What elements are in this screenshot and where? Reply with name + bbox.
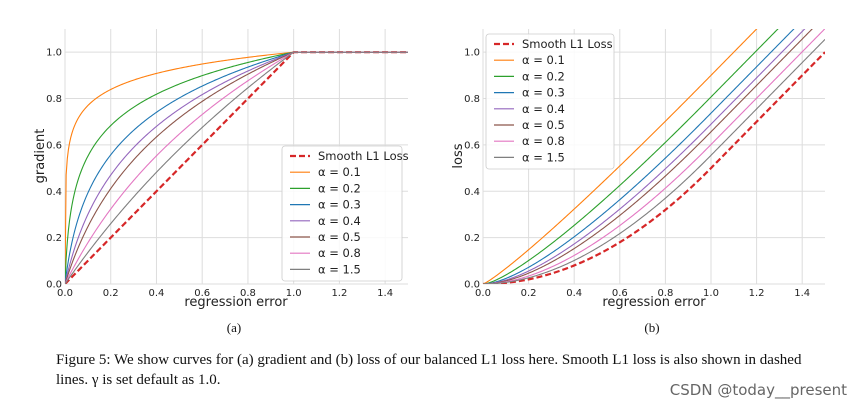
- y-tick-label: 1.0: [46, 48, 62, 59]
- series-line: [483, 39, 825, 284]
- x-tick-label: 1.0: [286, 288, 302, 299]
- series-line: [483, 51, 825, 284]
- x-tick-label: 0.6: [612, 288, 628, 299]
- y-tick-label: 0.2: [464, 233, 480, 244]
- series-line: [483, 29, 806, 284]
- series-line: [483, 29, 795, 284]
- y-tick-label: 0.8: [464, 94, 480, 105]
- x-tick-label: 1.2: [331, 288, 347, 299]
- x-tick-label: 0.2: [521, 288, 537, 299]
- x-tick-label: 0.4: [149, 288, 165, 299]
- legend-entry: α = 0.5: [522, 118, 565, 132]
- y-tick-label: 0.6: [464, 140, 480, 151]
- x-tick-label: 0.4: [566, 288, 582, 299]
- legend-entry: α = 0.8: [522, 134, 565, 148]
- legend-entry: α = 0.3: [318, 198, 361, 212]
- y-tick-label: 0.4: [464, 187, 480, 198]
- x-tick-label: 0.6: [194, 288, 210, 299]
- y-tick-label: 0.0: [464, 280, 480, 291]
- legend-entry: α = 0.4: [318, 214, 361, 228]
- panel-label: (a): [227, 320, 241, 335]
- y-tick-label: 0.0: [46, 280, 62, 291]
- panel-b-loss-chart: 0.0 0.2 0.4 0.6 0.8 1.0 1.2 1.4 0.0 0.2 0.4 0.6 0.8 1…: [451, 29, 825, 335]
- y-axis-label: loss: [451, 143, 466, 168]
- legend-entry: α = 1.5: [318, 262, 361, 276]
- y-tick-label: 0.2: [46, 233, 62, 244]
- y-tick-label: 0.4: [46, 187, 62, 198]
- legend: Smooth L1 Loss α = 0.1 α = 0.2 α = 0.3 α = 0…: [485, 33, 615, 170]
- legend-entry: Smooth L1 Loss: [522, 37, 613, 51]
- x-tick-label: 0.8: [240, 288, 256, 299]
- y-tick-label: 1.0: [464, 48, 480, 59]
- panel-label: (b): [644, 320, 659, 335]
- figure-caption: Figure 5: We show curves for (a) gradien…: [56, 350, 856, 390]
- caption-line-1: Figure 5: We show curves for (a) gradien…: [56, 352, 802, 368]
- legend-entry: α = 0.8: [318, 246, 361, 260]
- x-tick-label: 0.0: [475, 288, 491, 299]
- series-line: [483, 29, 758, 284]
- x-tick-label: 1.0: [703, 288, 719, 299]
- series-line: [483, 29, 825, 284]
- y-tick-label: 0.6: [46, 140, 62, 151]
- legend-entry: α = 0.2: [522, 69, 565, 83]
- x-axis-label: regression error: [602, 295, 706, 310]
- legend-entry: α = 0.5: [318, 230, 361, 244]
- y-axis-label: gradient: [33, 129, 48, 184]
- series-line: [483, 29, 779, 284]
- legend-entry: α = 0.3: [522, 86, 565, 100]
- x-tick-label: 1.4: [377, 288, 393, 299]
- x-tick-label: 1.2: [749, 288, 765, 299]
- x-tick-label: 0.8: [657, 288, 673, 299]
- x-tick-label: 1.4: [794, 288, 810, 299]
- panel-a-gradient-chart: 0.0 0.2 0.4 0.6 0.8 1.0 1.2 1.4 0.0 0.2 0.4 0.6 0.8 1…: [33, 29, 409, 335]
- legend-entry: Smooth L1 Loss: [318, 149, 409, 163]
- legend-entry: α = 0.1: [318, 165, 361, 179]
- legend-entry: α = 1.5: [522, 150, 565, 164]
- x-tick-label: 0.0: [57, 288, 73, 299]
- legend-box: [281, 145, 403, 282]
- x-tick-label: 0.2: [103, 288, 119, 299]
- y-tick-label: 0.8: [46, 94, 62, 105]
- legend-entry: α = 0.4: [522, 102, 565, 116]
- caption-line-2: lines. γ is set default as 1.0.: [56, 372, 221, 388]
- legend-entry: α = 0.1: [522, 53, 565, 67]
- legend-box: [485, 33, 615, 170]
- series-line: [65, 51, 408, 284]
- legend: Smooth L1 Loss α = 0.1 α = 0.2 α = 0.3 α = 0…: [281, 145, 409, 282]
- watermark: CSDN @today__present: [669, 381, 847, 399]
- legend-entry: α = 0.2: [318, 181, 361, 195]
- x-axis-label: regression error: [184, 295, 288, 310]
- series-line: [483, 29, 813, 284]
